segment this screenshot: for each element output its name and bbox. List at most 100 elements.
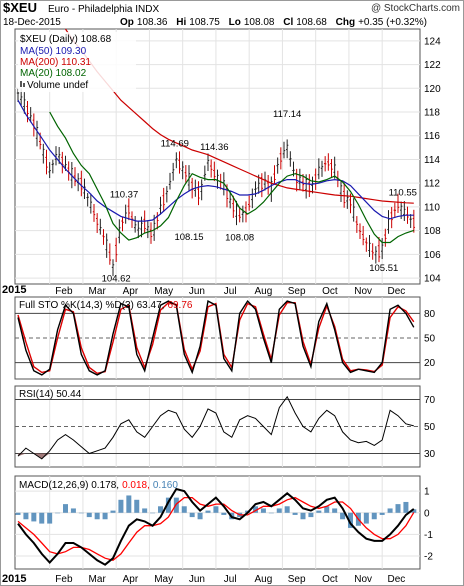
macd-histogram-bar (292, 512, 298, 515)
open-value: 108.36 (137, 17, 168, 28)
watermark: @ StockCharts.com (371, 3, 460, 14)
macd-histogram-bar (268, 512, 274, 514)
month-label-top: Apr (123, 286, 139, 297)
rsi-oversold-fill (18, 453, 50, 459)
close-label: Cl (283, 17, 293, 28)
macd-signal-line (17, 496, 415, 562)
rsi-tick-label: 50 (424, 422, 436, 433)
month-label-bottom: Mar (89, 574, 107, 585)
low-value: 108.08 (244, 17, 275, 28)
macd-tick-label: 1 (424, 487, 430, 498)
price-tick-label: 114 (424, 155, 440, 166)
macd-histogram-bar (213, 506, 219, 513)
month-label-top: May (154, 286, 173, 297)
macd-histogram-bar (205, 510, 211, 513)
price-tick-label: 104 (424, 274, 441, 285)
sto-d-line (17, 301, 415, 375)
month-label-top: Jun (189, 286, 205, 297)
macd-legend-hist: 0.160 (153, 480, 178, 491)
ma50-line (17, 99, 414, 222)
macd-histogram-bar (31, 512, 37, 522)
sto-tick-label: 50 (424, 334, 436, 345)
macd-histogram-bar (23, 512, 29, 520)
rsi-layer (15, 395, 420, 460)
month-label-top: Aug (255, 286, 273, 297)
macd-histogram-bar (63, 504, 68, 513)
high-value: 108.75 (189, 17, 220, 28)
stochastic-layer (15, 299, 420, 376)
month-label-top: Sep (288, 286, 306, 297)
macd-histogram-bar (86, 512, 92, 518)
price-annotation: 108.08 (225, 233, 254, 244)
price-tick-label: 122 (424, 60, 441, 71)
price-tick-label: 120 (424, 84, 441, 95)
sto-tick-label: 80 (424, 309, 436, 320)
rsi-tick-label: 70 (424, 395, 436, 406)
price-annotation: 108.15 (174, 232, 203, 243)
macd-layer (15, 487, 417, 566)
price-annotation: 110.37 (110, 190, 138, 201)
macd-histogram-bar (276, 508, 282, 513)
price-tick-label: 112 (424, 179, 440, 190)
macd-histogram-bar (15, 512, 21, 515)
rsi-tick-label: 30 (424, 449, 436, 460)
rsi-line (17, 395, 414, 460)
macd-histogram-bar (387, 508, 393, 513)
macd-histogram-bar (260, 508, 266, 513)
macd-histogram-bar (340, 512, 346, 520)
month-label-top: Dec (388, 286, 406, 297)
macd-histogram-bar (379, 512, 385, 515)
year-label-top: 2015 (2, 284, 26, 296)
macd-histogram-bar (110, 510, 116, 513)
axis-layer: Feb Feb Mar Mar Apr Apr May May Jun Jun Jul Jul Aug A… (55, 36, 441, 585)
macd-line (17, 487, 415, 566)
low-label: Lo (229, 17, 241, 28)
month-label-top: Nov (354, 286, 372, 297)
macd-histogram-bar (221, 512, 227, 515)
sto-k-line (17, 299, 415, 376)
macd-legend-signal: 0.018, (122, 480, 150, 491)
macd-histogram-bar (39, 512, 45, 524)
macd-histogram-bar (165, 497, 171, 513)
macd-histogram-bar (411, 509, 417, 513)
month-label-bottom: May (154, 574, 173, 585)
price-annotation: 114.69 (161, 138, 189, 149)
ma200-line (65, 28, 414, 204)
stochastic-legend: Full STO %K(14,3) %D(3) 63.47, 69.76 (19, 300, 193, 311)
price-layer: 104.62 110.37 114.69 108.15 114.36 108.08 117.… (16, 28, 417, 285)
volume-icon-bar (23, 83, 25, 87)
legend-ma20: MA(20) 108.02 (20, 68, 87, 79)
price-annotation: 117.14 (273, 109, 301, 120)
legend-main: $XEU (Daily) 108.68 (20, 34, 112, 45)
macd-histogram-bar (189, 512, 195, 518)
month-label-top: Oct (322, 286, 338, 297)
macd-histogram-bar (197, 512, 203, 520)
macd-histogram-bar (316, 510, 322, 513)
macd-legend: MACD(12,26,9) 0.178, 0.018, 0.160 (19, 480, 178, 491)
macd-histogram-bar (70, 508, 76, 513)
price-tick-label: 124 (424, 36, 441, 47)
price-tick-label: 118 (424, 108, 440, 119)
price-tick-label: 106 (424, 250, 441, 261)
year-label-bottom: 2015 (2, 573, 26, 585)
month-label-bottom: Jun (189, 574, 205, 585)
macd-histogram-bar (371, 512, 377, 520)
ma20-line (49, 111, 414, 244)
macd-histogram-bar (47, 512, 53, 524)
month-label-top: Mar (89, 286, 107, 297)
month-label-top: Feb (55, 286, 73, 297)
macd-histogram-bar (324, 506, 330, 513)
sto-legend-label: Full STO %K(14,3) %D(3) 63.47, (19, 300, 164, 311)
macd-histogram-bar (78, 512, 84, 514)
macd-histogram-bar (300, 512, 306, 520)
macd-histogram-bar (142, 508, 148, 513)
macd-histogram-bar (308, 512, 314, 518)
macd-tick-label: -1 (424, 530, 433, 541)
macd-legend-label: MACD(12,26,9) 0.178, (19, 480, 119, 491)
symbol-title: $XEU (3, 0, 37, 15)
macd-histogram-bar (403, 501, 409, 513)
close-value: 108.68 (296, 17, 327, 28)
change-label: Chg (336, 17, 355, 28)
macd-histogram-bar (126, 495, 132, 513)
